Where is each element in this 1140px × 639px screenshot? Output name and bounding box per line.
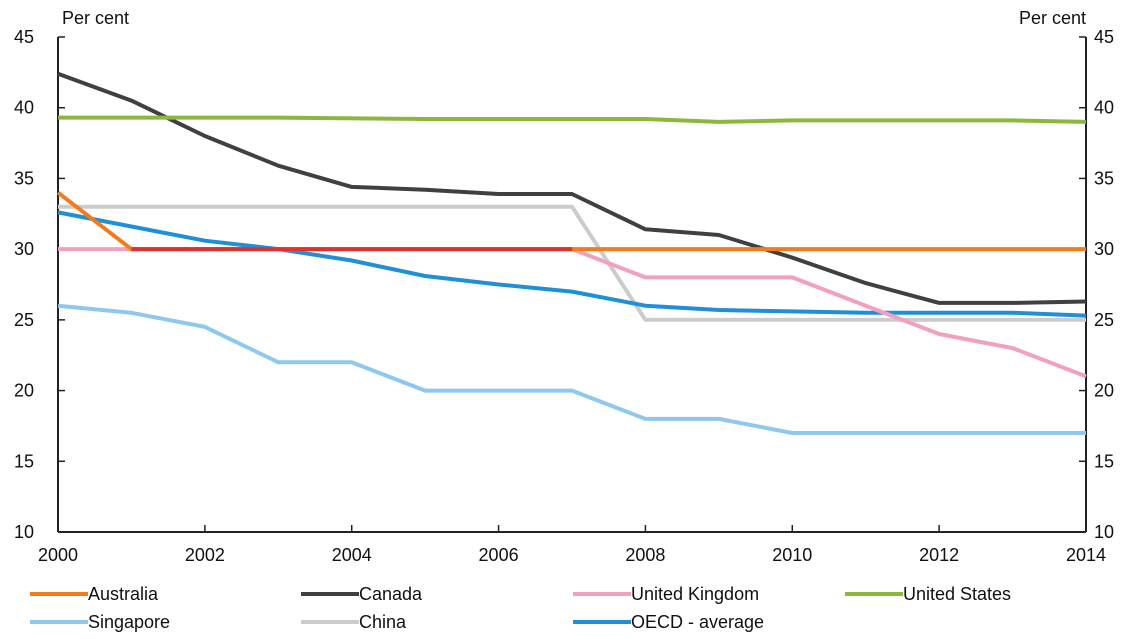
legend-label-united-kingdom: United Kingdom: [631, 584, 759, 604]
series-line-australia: [56, 191, 1086, 252]
plot-area: [56, 71, 1087, 435]
series-line-canada: [57, 71, 1087, 305]
legend-label-singapore: Singapore: [88, 612, 170, 632]
x-tick-label: 2014: [1066, 545, 1106, 565]
legend-label-oecd-average: OECD - average: [631, 612, 764, 632]
y-tick-label-left: 15: [14, 451, 34, 471]
legend-label-canada: Canada: [359, 584, 423, 604]
legend-label-united-states: United States: [903, 584, 1011, 604]
x-tick-label: 2006: [479, 545, 519, 565]
x-tick-label: 2012: [919, 545, 959, 565]
y-tick-label-left: 20: [14, 381, 34, 401]
y-tick-label-left: 40: [14, 98, 34, 118]
right-axis-unit-label: Per cent: [1019, 8, 1086, 28]
x-tick-label: 2004: [332, 545, 372, 565]
left-axis-unit-label: Per cent: [62, 8, 129, 28]
y-tick-label-left: 25: [14, 310, 34, 330]
y-tick-label-right: 40: [1094, 98, 1114, 118]
series-line-united-states: [58, 115, 1087, 124]
series-line-singapore: [57, 303, 1086, 435]
chart-axes: 10 10 15 15 20 20 25 25 30 30 35 35 40 40 45 45 2000 2002…: [14, 27, 1114, 565]
y-tick-label-right: 35: [1094, 168, 1114, 188]
y-tick-label-right: 15: [1094, 451, 1114, 471]
legend-label-china: China: [359, 612, 407, 632]
x-tick-label: 2000: [38, 545, 78, 565]
y-tick-label-right: 25: [1094, 310, 1114, 330]
y-tick-label-left: 35: [14, 168, 34, 188]
y-tick-label-left: 30: [14, 239, 34, 259]
y-tick-label-left: 45: [14, 27, 34, 47]
legend: Australia Canada United Kingdom United Stat…: [30, 584, 1011, 632]
x-tick-label: 2010: [772, 545, 812, 565]
y-tick-label-left: 10: [14, 522, 34, 542]
series-line-united-kingdom: [58, 247, 1087, 379]
y-tick-label-right: 10: [1094, 522, 1114, 542]
y-tick-label-right: 30: [1094, 239, 1114, 259]
x-tick-label: 2002: [185, 545, 225, 565]
x-tick-label: 2008: [625, 545, 665, 565]
legend-label-australia: Australia: [88, 584, 159, 604]
series-line-oecd-average: [57, 210, 1087, 318]
y-tick-label-right: 45: [1094, 27, 1114, 47]
y-tick-label-right: 20: [1094, 381, 1114, 401]
